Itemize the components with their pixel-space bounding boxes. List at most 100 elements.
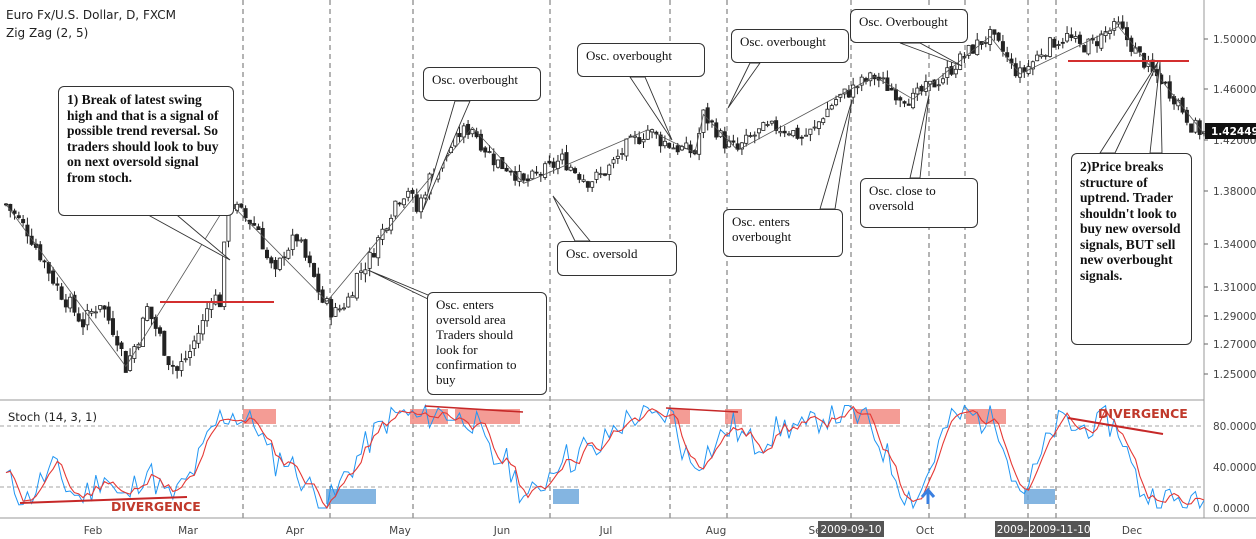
candle-down [1069,34,1074,38]
candle-up [662,140,667,147]
candle-down [414,194,419,212]
candle-down [949,66,954,75]
candle-down [551,161,556,168]
candle-up [560,153,565,161]
candle-down [260,228,265,250]
candle-up [342,307,347,310]
candle-up [277,257,282,270]
candle-up [834,99,839,106]
oversold-zone [553,489,579,504]
candle-up [615,155,620,159]
candle-down [992,29,997,35]
candle-down [166,356,171,366]
candle-down [1005,52,1010,58]
candle-up [953,68,958,75]
candle-up [187,351,192,358]
candle-down [1189,123,1194,133]
candle-up [645,129,650,140]
candle-up [594,171,599,180]
candle-down [547,160,552,164]
candle-down [1060,41,1065,44]
candle-down [722,131,727,149]
candle-up [487,151,492,153]
candle-up [1035,54,1040,62]
candle-down [466,123,471,135]
candle-up [299,239,304,242]
divergence-label-2: DIVERGENCE [1098,406,1188,421]
callout-osc-enters-overbought: Osc. enters overbought [723,209,843,257]
candle-down [714,122,719,138]
candle-down [799,136,804,139]
candle-down [919,85,924,92]
candle-up [941,78,946,84]
candle-down [478,133,483,151]
candle-up [611,159,616,164]
candle-down [29,235,34,245]
callout-pointer [727,62,761,109]
candle-up [624,138,629,157]
candle-down [397,202,402,205]
candle-down [795,127,800,139]
candle-down [303,239,308,258]
candle-up [85,309,90,326]
candle-down [1082,45,1087,53]
time-tick-label: Feb [84,525,103,537]
time-tick-label: Oct [916,525,934,537]
candle-down [688,144,693,154]
candle-down [573,168,578,174]
candle-up [816,121,821,129]
callout-osc-enters-oversold: Osc. enters oversold area Traders should… [427,292,547,395]
callout-osc-overbought-2: Osc. overbought [577,43,705,77]
callout-pointers [149,42,1163,301]
candle-down [51,270,56,284]
candle-up [200,320,205,335]
candle-down [491,153,496,166]
candle-down [371,253,376,258]
last-price-label: 1.42449 [1211,126,1256,138]
candle-down [33,243,38,248]
candle-up [1056,44,1061,46]
candle-up [68,296,73,309]
candle-up [145,306,150,321]
candle-up [406,190,411,198]
time-tick-label: Mar [178,525,198,537]
candle-down [170,364,175,367]
candle-up [401,198,406,206]
candle-up [966,45,971,56]
candle-up [376,237,381,259]
candle-up [1039,54,1044,58]
candle-up [183,358,188,361]
candle-down [1000,41,1005,52]
candle-down [1129,37,1134,52]
candle-up [290,234,295,250]
candle-down [256,226,261,231]
candle-down [1167,81,1172,99]
candle-up [697,133,702,155]
candle-down [59,286,64,300]
candle-up [620,153,625,155]
candle-up [568,166,573,171]
callout-pointer [899,42,963,67]
candle-down [735,143,740,150]
divergence-line [665,407,739,413]
time-separators [0,0,1256,519]
callout-osc-overbought-1: Osc. overbought [423,67,541,101]
candle-down [307,255,312,264]
price-tick-label: 1.31000 [1213,282,1256,294]
candle-down [1120,21,1125,29]
candle-down [782,130,787,134]
candle-up [543,163,548,178]
price-axis: 1.500001.460001.420001.380001.340001.310… [1204,34,1256,515]
candle-down [320,289,325,303]
candle-down [316,273,321,293]
candle-down [102,305,107,310]
price-tick-label: 1.34000 [1213,239,1256,251]
callout-pointer [819,99,853,210]
candle-down [457,133,462,138]
callout-pointer [422,100,471,211]
candle-down [585,181,590,188]
candle-up [928,80,933,85]
callout-swing-high-break: 1) Break of latest swing high and that i… [58,86,234,216]
candle-down [675,145,680,153]
candle-down [774,120,779,131]
